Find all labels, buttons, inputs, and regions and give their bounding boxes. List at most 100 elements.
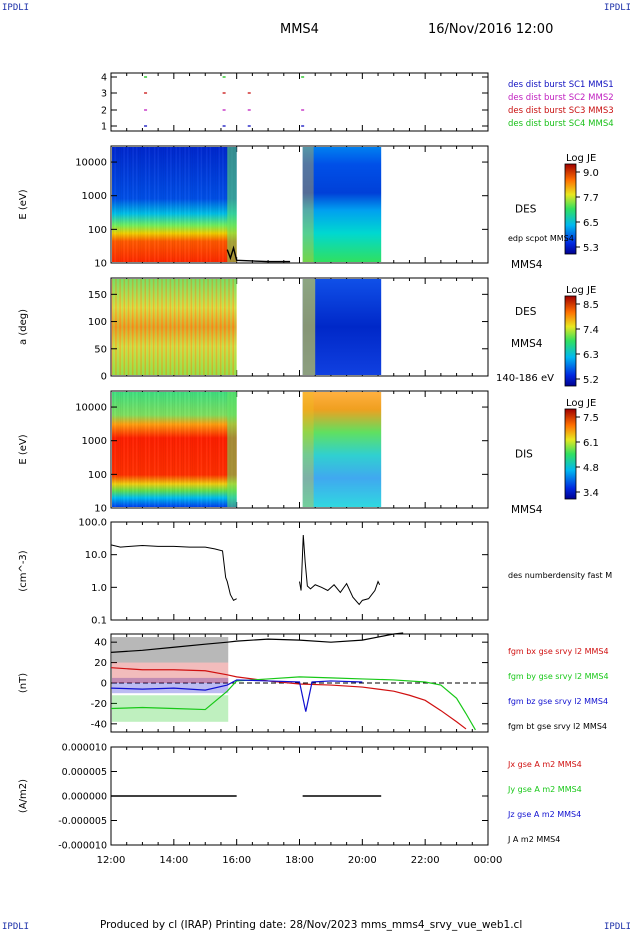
density-series-line <box>110 544 237 602</box>
burst-y-tick-label: 2 <box>101 106 107 117</box>
des-energy-panel-streak <box>209 147 211 262</box>
des-pitch-colorbar-title: Log JE <box>566 285 596 296</box>
dis-energy-panel-streak <box>134 392 136 507</box>
des-energy-panel-streak <box>175 147 177 262</box>
dis-energy-panel-streak <box>148 392 150 507</box>
burst-legend-entry: des dist burst SC2 MMS2 <box>508 93 614 103</box>
des-energy-panel-streak <box>166 147 168 262</box>
dis-energy-colorbar-label: 4.8 <box>583 463 599 474</box>
des-energy-colorbar-label: 9.0 <box>583 168 599 179</box>
des-pitch-colorbar-label: 6.3 <box>583 350 599 361</box>
dis-energy-panel-streak <box>139 392 141 507</box>
des-pitch-bottom-label: 140-186 eV <box>496 373 554 384</box>
burst-legend-entry: des dist burst SC1 MMS1 <box>508 80 614 90</box>
fgm-y-tick-label: 40 <box>94 638 107 649</box>
dis-energy-panel-streak <box>128 392 131 507</box>
dis-energy-panel-transition <box>302 392 314 507</box>
fgm-series-name: fgm bx gse srvy l2 MMS4 <box>508 647 609 656</box>
dis-energy-panel-streak <box>195 392 197 507</box>
datetime-title: 16/Nov/2016 12:00 <box>428 22 554 37</box>
des-pitch-streak <box>194 279 197 375</box>
fgm-y-tick-label: -20 <box>91 699 107 710</box>
des-pitch-streak <box>161 279 163 375</box>
des-pitch-streak <box>129 279 132 375</box>
des-energy-panel-streak <box>204 147 206 262</box>
fgm-series-line <box>110 676 476 731</box>
dis-energy-panel-streak <box>224 392 226 507</box>
des-energy-colorbar-label: 5.3 <box>583 243 599 254</box>
dis-energy-panel-streak <box>213 392 215 507</box>
des-energy-y-tick-label: 1000 <box>82 191 107 202</box>
current-y-tick-label: 0.000005 <box>62 767 107 778</box>
dis-energy-panel-streak <box>193 392 195 507</box>
des-pitch-y-tick-label: 100 <box>88 317 107 328</box>
des-energy-panel-streak <box>123 147 125 262</box>
dis-energy-panel-spectrogram-block <box>112 392 237 507</box>
des-pitch-streak <box>167 279 170 375</box>
dis-energy-panel-streak <box>179 392 181 507</box>
dis-energy-panel-streak <box>181 392 183 507</box>
current-y-tick-label: -0.000005 <box>58 816 107 827</box>
des-pitch-streak <box>148 279 151 375</box>
des-pitch-spectrogram-block <box>112 279 237 375</box>
fgm-y-axis-label: (nT) <box>18 673 29 693</box>
des-pitch-streak <box>117 279 119 375</box>
des-pitch-streak <box>175 279 178 375</box>
des-energy-panel-streak <box>202 147 204 262</box>
x-axis-tick-label: 20:00 <box>348 855 377 866</box>
dis-energy-y-tick-label: 1000 <box>82 436 107 447</box>
fgm-y-tick-label: 20 <box>94 658 107 669</box>
des-pitch-colorbar-label: 7.4 <box>583 325 599 336</box>
dis-energy-panel-streak <box>184 392 186 507</box>
des-energy-panel-spectrogram-block <box>302 147 382 262</box>
des-energy-panel-streak <box>127 147 129 262</box>
des-energy-panel-streak <box>198 147 201 262</box>
des-pitch-streak <box>198 279 201 375</box>
dis-energy-panel-streak <box>197 392 199 507</box>
des-energy-panel-streak <box>148 147 150 262</box>
dis-energy-panel-streak <box>166 392 168 507</box>
des-energy-colorbar-label: 7.7 <box>583 193 599 204</box>
des-energy-panel-streak <box>173 147 176 262</box>
dis-energy-panel-streak <box>191 392 193 507</box>
des-pitch-streak <box>203 279 205 375</box>
des-energy-y-tick-label: 10000 <box>75 158 107 169</box>
des-energy-panel-streak <box>220 147 222 262</box>
dis-energy-panel-streak <box>168 392 170 507</box>
des-pitch-y-tick-label: 150 <box>88 290 107 301</box>
des-energy-panel-streak <box>121 147 123 262</box>
x-axis-tick-label: 22:00 <box>411 855 440 866</box>
dis-energy-panel-streak <box>206 392 208 507</box>
corner-label-bottom-right: IPDLI <box>604 922 630 932</box>
fgm-series-name: fgm bt gse srvy l2 MMS4 <box>508 722 607 731</box>
des-energy-panel-streak <box>177 147 179 262</box>
des-energy-scpot-line <box>226 245 291 263</box>
density-panel-frame <box>110 521 489 621</box>
des-pitch-streak <box>205 279 207 375</box>
current-y-axis-label: (A/m2) <box>18 779 29 813</box>
current-y-tick-label: -0.000010 <box>58 841 107 852</box>
des-energy-panel-streak <box>200 147 202 262</box>
des-pitch-streak <box>125 279 128 375</box>
des-pitch-streak <box>134 279 136 375</box>
des-pitch-streak <box>111 279 113 375</box>
dis-energy-panel-streak <box>222 392 224 507</box>
footer-credit: Produced by cl (IRAP) Printing date: 28/… <box>100 919 523 931</box>
des-pitch-streak <box>209 279 211 375</box>
dis-energy-panel-streak <box>121 392 123 507</box>
des-pitch-streak <box>136 279 138 375</box>
current-series-name: J A m2 MMS4 <box>507 835 560 844</box>
des-energy-panel-streak <box>164 147 167 262</box>
dis-energy-panel-streak <box>127 392 129 507</box>
dis-energy-panel-streak <box>118 392 120 507</box>
des-energy-panel-streak <box>181 147 183 262</box>
des-pitch-colorbar-label: 8.5 <box>583 300 599 311</box>
des-energy-panel-streak <box>154 147 156 262</box>
burst-y-tick-label: 3 <box>101 89 107 100</box>
des-energy-panel-streak <box>197 147 199 262</box>
des-energy-overlay-label: edp scpot MMS4 <box>508 234 574 243</box>
des-energy-panel-streak <box>211 147 213 262</box>
des-energy-y-tick-label: 100 <box>88 225 107 236</box>
dis-energy-panel-streak <box>146 392 149 507</box>
des-energy-panel-streak <box>141 147 143 262</box>
